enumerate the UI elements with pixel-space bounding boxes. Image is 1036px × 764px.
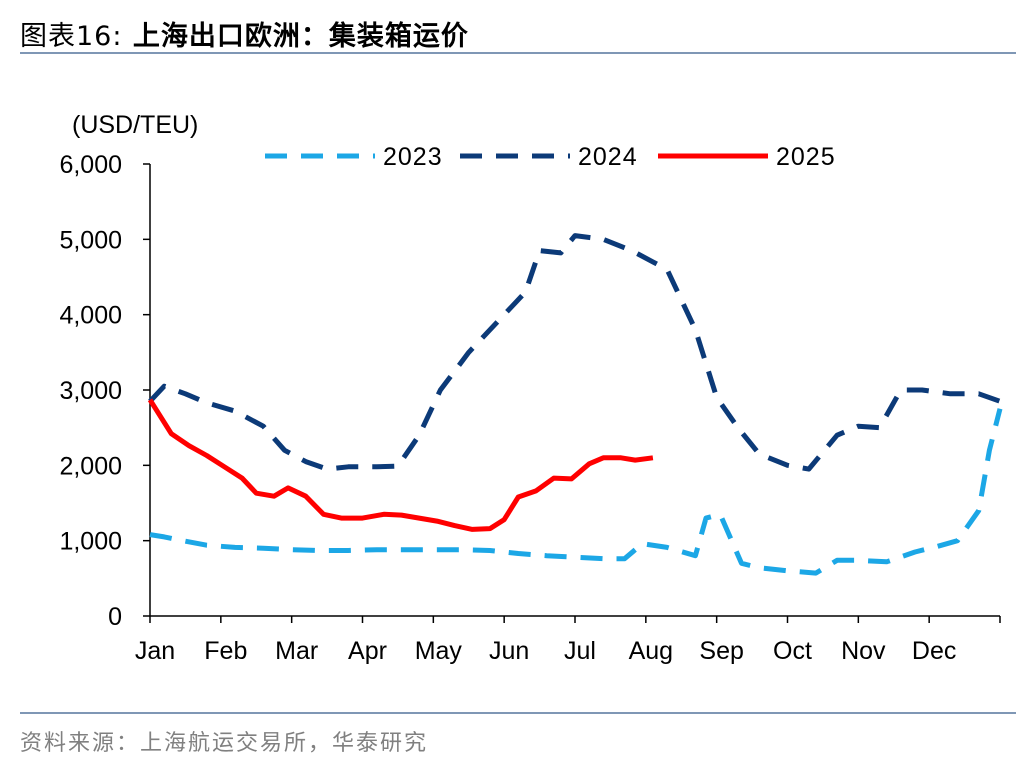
- x-tick-label: Dec: [912, 637, 956, 665]
- figure-number: 图表16:: [20, 21, 123, 52]
- x-tick-label: Sep: [699, 637, 743, 665]
- series-line-2025: [147, 398, 654, 532]
- series-line-2023: [149, 408, 1003, 576]
- legend-label: 2025: [776, 143, 836, 171]
- x-tick-label: Mar: [275, 637, 318, 665]
- series-line-2024: [148, 233, 1001, 472]
- x-tick-label: Jan: [135, 637, 175, 665]
- source-rule: [20, 712, 1016, 714]
- figure-title-text: 上海出口欧洲：集装箱运价: [132, 21, 469, 52]
- x-tick-label: Nov: [841, 637, 886, 665]
- y-tick-label: 4,000: [59, 302, 122, 330]
- x-tick-label: Apr: [348, 637, 387, 665]
- source-note: 资料来源：上海航运交易所，华泰研究: [20, 731, 429, 756]
- y-tick-label: 0: [108, 603, 122, 631]
- y-axis-label: (USD/TEU): [72, 111, 198, 139]
- legend-label: 2023: [383, 143, 443, 171]
- y-tick-label: 1,000: [59, 528, 122, 556]
- y-tick-label: 2,000: [59, 452, 122, 480]
- x-tick-label: Jul: [564, 637, 596, 665]
- title-rule: [20, 52, 1016, 54]
- x-tick-label: Aug: [629, 637, 673, 665]
- x-tick-label: Jun: [489, 637, 529, 665]
- figure-title: 图表16: 上海出口欧洲：集装箱运价: [20, 14, 469, 53]
- y-tick-label: 5,000: [59, 226, 122, 254]
- x-tick-label: May: [415, 637, 463, 665]
- legend-label: 2024: [578, 143, 638, 171]
- x-tick-label: Feb: [204, 637, 247, 665]
- y-tick-label: 6,000: [59, 151, 122, 179]
- x-tick-label: Oct: [773, 637, 812, 665]
- y-tick-label: 3,000: [59, 377, 122, 405]
